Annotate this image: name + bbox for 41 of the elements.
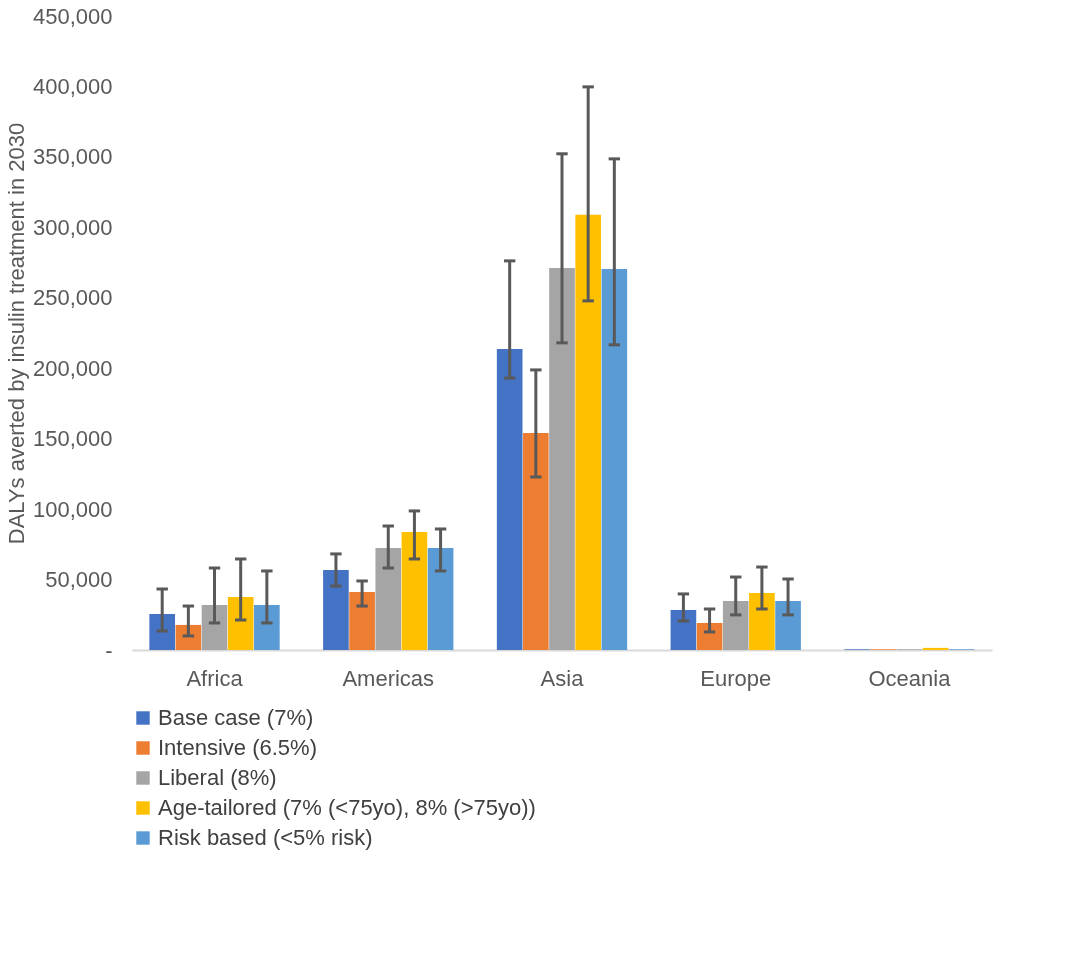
- x-tick-label: Asia: [540, 665, 585, 691]
- bar: [401, 531, 428, 650]
- legend-label: Liberal (8%): [158, 765, 277, 790]
- bar: [922, 647, 949, 650]
- bar: [323, 569, 349, 650]
- y-tick-label: 100,000: [32, 496, 113, 522]
- y-tick-label: 400,000: [32, 73, 113, 99]
- y-tick-label: 450,000: [32, 3, 113, 29]
- y-tick-label: 50,000: [45, 567, 113, 593]
- bar: [254, 604, 280, 650]
- bar: [749, 592, 775, 650]
- y-tick-label: 350,000: [32, 144, 113, 170]
- bar: [696, 622, 723, 650]
- y-tick-label: 250,000: [32, 285, 113, 311]
- bar: [201, 604, 228, 650]
- bar: [227, 597, 254, 650]
- legend-label: Risk based (<5% risk): [158, 825, 373, 850]
- bar: [601, 268, 628, 650]
- bar: [670, 609, 697, 650]
- legend-label: Base case (7%): [158, 705, 314, 730]
- bar: [523, 433, 549, 650]
- legend-label: Intensive (6.5%): [158, 735, 317, 760]
- bar: [496, 348, 523, 650]
- x-tick-label: Europe: [700, 665, 772, 691]
- y-tick-label: 200,000: [32, 355, 113, 381]
- bar: [349, 591, 375, 650]
- bar: [427, 548, 454, 650]
- bar: [575, 214, 601, 650]
- bar: [775, 600, 801, 650]
- bar: [722, 600, 749, 650]
- y-tick-label: 300,000: [32, 214, 113, 240]
- y-axis-title: DALYs averted by insulin treatment in 2030: [3, 122, 29, 545]
- bar: [149, 613, 176, 650]
- x-tick-label: Americas: [342, 665, 435, 691]
- y-tick-label: 150,000: [32, 426, 113, 452]
- y-tick-label: -: [105, 637, 113, 663]
- x-tick-label: Africa: [186, 665, 244, 691]
- bar: [375, 548, 402, 650]
- bar: [549, 267, 575, 650]
- legend-label: Age-tailored (7% (<75yo), 8% (>75yo)): [158, 795, 536, 820]
- x-tick-label: Oceania: [868, 665, 952, 691]
